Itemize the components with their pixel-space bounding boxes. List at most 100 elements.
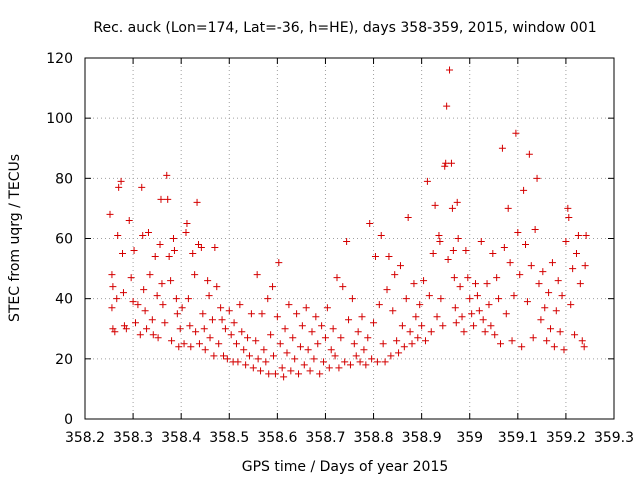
data-point [381,358,389,366]
chart-title: Rec. auck (Lon=174, Lat=-36, h=HE), days… [93,20,596,36]
data-point [558,292,566,300]
y-tick-label: 20 [55,352,73,368]
data-point [448,204,456,212]
data-point [569,265,577,273]
data-point [159,301,167,309]
data-point [310,355,318,363]
data-point [370,319,378,327]
data-point [161,319,169,327]
y-axis-ticks: 0 20 40 60 80 100 120 [46,51,614,428]
data-point [308,328,316,336]
data-point [257,367,265,375]
data-point [451,304,459,312]
data-point [487,322,495,330]
data-point [574,231,582,239]
data-point [265,370,273,378]
data-point [283,349,291,357]
data-point [298,322,306,330]
data-point [134,301,142,309]
data-point [543,337,551,345]
x-tick-label: 358.4 [161,430,201,446]
data-point [156,241,164,249]
data-point [210,352,218,360]
data-point [522,241,530,249]
data-point [352,352,360,360]
data-point [567,301,575,309]
x-tick-label: 359.3 [594,430,634,446]
data-point [252,337,260,345]
data-point [435,231,443,239]
data-point [343,238,351,246]
data-points [106,66,590,381]
data-point [176,325,184,333]
data-point [321,334,329,342]
data-point [345,316,353,324]
data-point [189,250,197,258]
data-point [201,346,209,354]
data-point [273,313,281,321]
data-point [429,250,437,258]
data-point [325,364,333,372]
data-point [170,247,178,255]
data-point [452,319,460,327]
data-point [106,210,114,218]
data-point [547,325,555,333]
data-point [523,298,531,306]
data-point [260,346,268,354]
data-point [211,244,219,252]
data-point [300,361,308,369]
data-point [206,334,214,342]
data-point [254,355,262,363]
data-point [421,337,429,345]
data-point [182,228,190,236]
data-point [131,319,139,327]
data-point [348,295,356,303]
data-point [375,301,383,309]
data-point [138,183,146,191]
data-point [581,262,589,270]
data-point [535,280,543,288]
data-point [143,325,151,333]
data-point [436,238,444,246]
x-tick-label: 359.2 [546,430,586,446]
data-point [460,328,468,336]
x-tick-label: 358.7 [305,430,345,446]
data-point [449,247,457,255]
x-axis-ticks: 358.2 358.3 358.4 358.5 358.6 358.7 358.8 358.9… [65,58,634,446]
data-point [167,277,175,285]
data-point [109,283,117,291]
data-point [316,370,324,378]
data-point [275,259,283,267]
data-point [418,322,426,330]
data-point [249,364,257,372]
data-point [582,231,590,239]
data-point [213,283,221,291]
data-point [470,322,478,330]
data-point [108,304,116,312]
data-point [323,304,331,312]
data-point [383,286,391,294]
data-point [318,322,326,330]
data-point [462,247,470,255]
data-point [230,319,238,327]
data-point [122,325,130,333]
data-point [220,352,228,360]
x-axis-label: GPS time / Days of year 2015 [242,459,449,475]
data-point [335,364,343,372]
data-point [520,186,528,194]
data-point [354,328,362,336]
data-point [232,340,240,348]
data-point [508,337,516,345]
data-point [479,316,487,324]
data-point [119,250,127,258]
data-point [456,283,464,291]
data-point [531,225,539,233]
x-tick-label: 358.2 [65,430,105,446]
data-point [205,292,213,300]
y-tick-label: 40 [55,292,73,308]
data-point [495,295,503,303]
x-tick-label: 358.6 [257,430,297,446]
data-point [329,325,337,333]
data-point [291,355,299,363]
data-point [387,352,395,360]
